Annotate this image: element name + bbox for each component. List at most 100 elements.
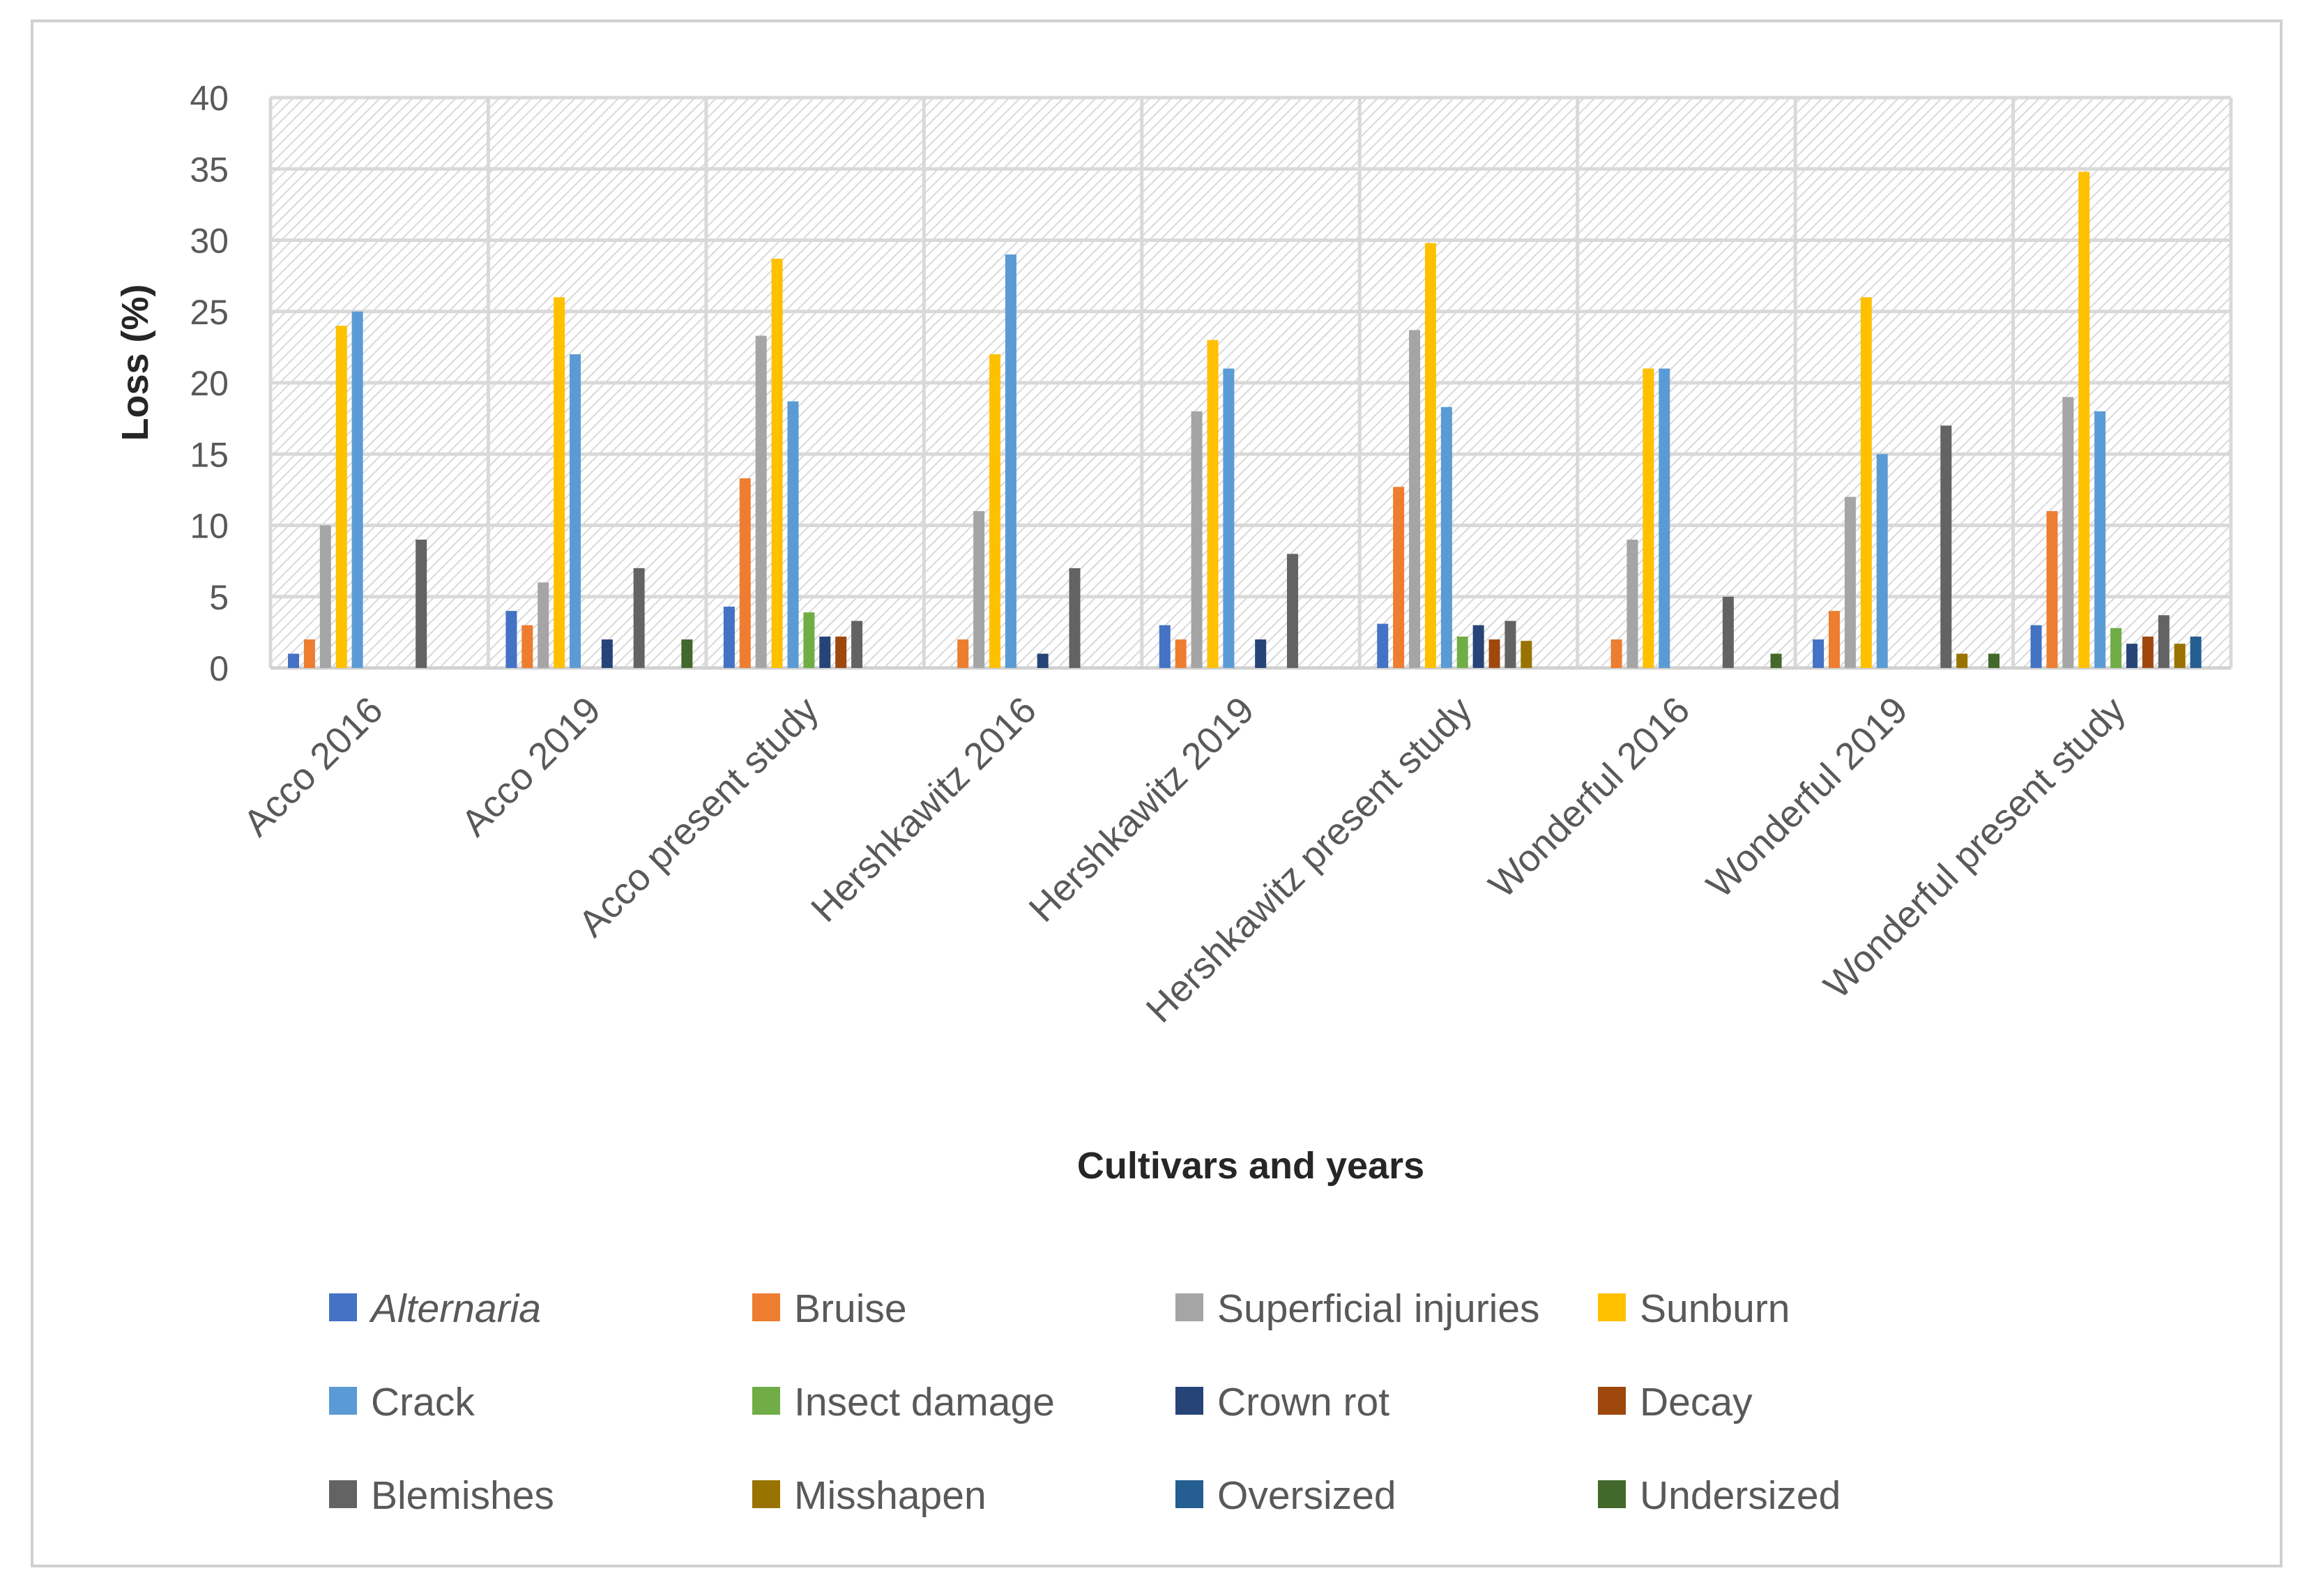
bar-sunburn	[1207, 340, 1219, 668]
legend-swatch-bruise	[752, 1293, 780, 1321]
bar-sunburn	[2078, 172, 2090, 669]
y-tick-label: 30	[190, 222, 229, 261]
legend-label-decay: Decay	[1640, 1380, 1753, 1424]
legend: Alternaria Bruise Superficial injuries Sunb…	[329, 1286, 1841, 1518]
bar-crack	[1876, 454, 1888, 668]
bar-alternaria	[1377, 623, 1389, 668]
bar-alternaria	[723, 607, 735, 668]
bar-bruise	[739, 478, 751, 668]
bar-sunburn	[1643, 368, 1654, 668]
bar-crown-rot	[1472, 625, 1484, 668]
bar-crack	[1440, 406, 1452, 668]
bar-superficial-injuries	[973, 511, 985, 668]
bar-crown-rot	[1037, 653, 1049, 668]
legend-swatch-alternaria	[329, 1293, 357, 1321]
bar-superficial-injuries	[319, 525, 331, 668]
bar-superficial-injuries	[1844, 496, 1856, 668]
bar-blemishes	[1286, 554, 1298, 668]
bar-blemishes	[1504, 621, 1516, 668]
bar-undersized	[681, 639, 693, 668]
bar-alternaria	[1159, 625, 1171, 668]
legend-swatch-sunburn	[1598, 1293, 1626, 1321]
bar-superficial-injuries	[755, 335, 767, 668]
bar-bruise	[303, 639, 315, 668]
bar-crown-rot	[2126, 644, 2138, 668]
bar-crack	[570, 354, 581, 668]
bar-decay	[1488, 639, 1500, 668]
bar-sunburn	[989, 354, 1001, 668]
legend-swatch-oversized	[1175, 1480, 1203, 1508]
bar-bruise	[1393, 487, 1405, 668]
legend-swatch-undersized	[1598, 1480, 1626, 1508]
y-tick-label: 10	[190, 507, 229, 546]
legend-label-bruise: Bruise	[794, 1286, 907, 1331]
bar-blemishes	[851, 621, 863, 668]
y-tick-label: 35	[190, 150, 229, 189]
bar-decay	[2142, 637, 2154, 668]
bar-superficial-injuries	[2062, 397, 2074, 668]
y-tick-label: 40	[190, 79, 229, 118]
bar-misshapen	[2174, 644, 2186, 668]
bar-blemishes	[633, 568, 645, 668]
x-category-label: Acco present study	[570, 689, 826, 945]
legend-swatch-misshapen	[752, 1480, 780, 1508]
legend-label-misshapen: Misshapen	[794, 1473, 986, 1518]
bar-decay	[835, 637, 847, 668]
x-category-label: Acco 2019	[453, 689, 609, 844]
legend-label-alternaria: Alternaria	[369, 1286, 541, 1331]
bar-superficial-injuries	[1409, 330, 1421, 668]
bar-misshapen	[1521, 641, 1532, 668]
bar-bruise	[1175, 639, 1187, 668]
legend-swatch-superficial-injuries	[1175, 1293, 1203, 1321]
y-tick-label: 5	[209, 578, 229, 617]
bar-blemishes	[2158, 615, 2170, 668]
bar-alternaria	[2030, 625, 2042, 668]
bar-oversized	[2190, 637, 2202, 668]
y-axis-title: Loss (%)	[114, 284, 156, 441]
bar-blemishes	[1069, 568, 1081, 668]
bars	[288, 172, 2202, 669]
legend-label-undersized: Undersized	[1640, 1473, 1841, 1518]
bar-bruise	[1610, 639, 1622, 668]
legend-swatch-crack	[329, 1387, 357, 1415]
bar-alternaria	[288, 653, 299, 668]
bar-crack	[1005, 254, 1016, 668]
y-tick-label: 0	[209, 649, 229, 688]
legend-swatch-insect-damage	[752, 1387, 780, 1415]
y-tick-label: 25	[190, 293, 229, 332]
bar-crack	[1659, 368, 1670, 668]
bar-superficial-injuries	[538, 582, 549, 668]
bar-blemishes	[1940, 425, 1952, 668]
bar-bruise	[521, 625, 533, 668]
bar-sunburn	[335, 326, 347, 668]
legend-label-blemishes: Blemishes	[371, 1473, 554, 1518]
bar-crack	[787, 401, 799, 668]
bar-insect-damage	[2110, 628, 2122, 668]
bar-blemishes	[1722, 596, 1734, 668]
bar-bruise	[1829, 611, 1841, 668]
legend-label-crack: Crack	[371, 1380, 475, 1424]
x-category-label: Hershkawitz 2019	[1021, 689, 1263, 930]
bar-crown-rot	[1255, 639, 1267, 668]
bar-insect-damage	[803, 612, 815, 668]
legend-label-insect-damage: Insect damage	[794, 1380, 1055, 1424]
x-category-label: Wonderful 2019	[1698, 689, 1915, 906]
bar-crack	[351, 311, 363, 668]
bar-misshapen	[1956, 653, 1968, 668]
x-axis-title: Cultivars and years	[1077, 1145, 1424, 1187]
bar-blemishes	[416, 539, 427, 668]
bar-undersized	[1988, 653, 2000, 668]
bar-crack	[2094, 411, 2106, 668]
bar-sunburn	[771, 259, 783, 669]
bar-sunburn	[1424, 243, 1436, 669]
legend-swatch-crown-rot	[1175, 1387, 1203, 1415]
bar-superficial-injuries	[1626, 539, 1638, 668]
bar-bruise	[957, 639, 969, 668]
bar-sunburn	[1860, 297, 1872, 668]
bar-crack	[1223, 368, 1235, 668]
legend-swatch-blemishes	[329, 1480, 357, 1508]
gridlines	[268, 96, 2233, 670]
legend-label-oversized: Oversized	[1217, 1473, 1396, 1518]
